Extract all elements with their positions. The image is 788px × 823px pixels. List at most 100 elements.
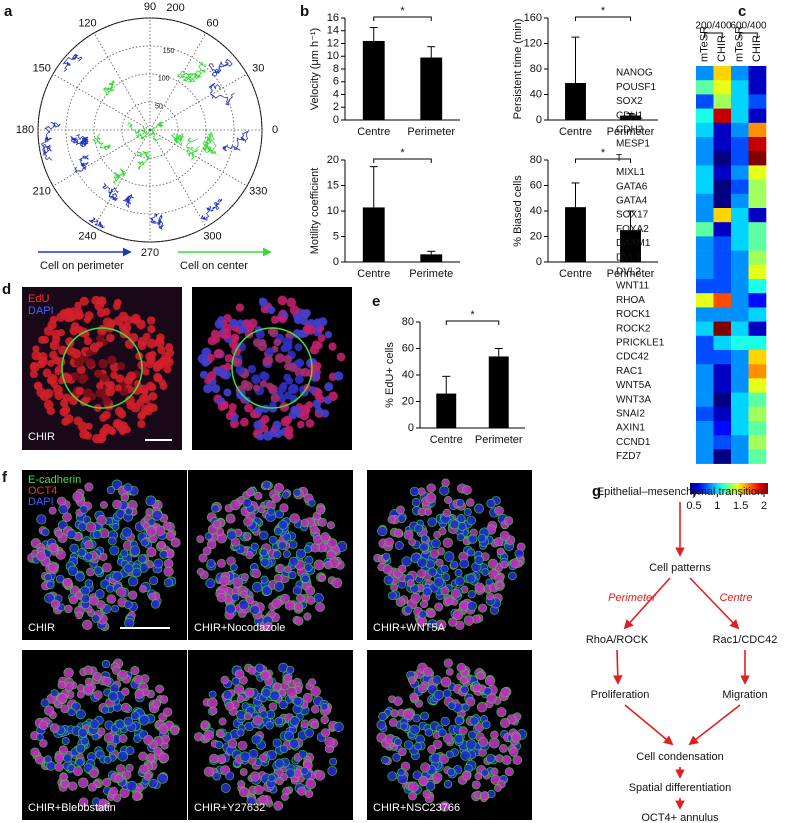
cell — [112, 665, 121, 675]
cell — [406, 579, 415, 588]
cell — [273, 800, 284, 811]
cell — [57, 681, 66, 690]
cell — [305, 585, 316, 596]
cell — [71, 349, 82, 359]
cell — [61, 417, 70, 426]
heat-cell — [713, 279, 732, 294]
cell — [163, 578, 174, 588]
cell — [444, 596, 454, 606]
y-axis-label: Persistent time (min) — [512, 19, 524, 120]
cell — [289, 305, 300, 315]
cell — [274, 716, 284, 726]
y-tick-label: 40 — [402, 369, 414, 381]
cell — [443, 780, 453, 789]
y-tick-label: 10 — [327, 205, 339, 217]
cell — [285, 377, 294, 385]
cell — [328, 342, 337, 351]
edge-label: Perimeter — [608, 592, 657, 604]
cell — [439, 801, 450, 812]
cell — [272, 550, 282, 560]
cell — [478, 737, 489, 748]
cell — [397, 514, 407, 524]
cell — [408, 791, 417, 801]
cell — [289, 738, 300, 749]
trajectory — [102, 183, 119, 201]
cell — [37, 352, 48, 362]
cell — [251, 568, 262, 579]
cell — [259, 380, 268, 388]
cell — [309, 344, 320, 355]
cell — [324, 330, 333, 339]
cell — [246, 487, 255, 497]
cell — [148, 592, 157, 601]
image-caption: CHIR+WNT5A — [373, 622, 445, 634]
cell — [98, 358, 108, 369]
cell — [93, 690, 103, 700]
cell — [447, 701, 456, 710]
cell — [246, 796, 256, 806]
cell — [268, 535, 278, 545]
cell — [74, 312, 83, 320]
cell — [99, 297, 107, 305]
cell — [247, 364, 257, 374]
cell — [419, 542, 429, 552]
cell — [129, 545, 141, 556]
diagram-arrow — [689, 577, 740, 630]
cell — [249, 771, 261, 782]
cell — [69, 543, 79, 554]
cell — [305, 778, 316, 790]
cell — [239, 590, 248, 599]
x-tick-label: Perimeter — [607, 268, 655, 280]
diagram-node: OCT4+ annulus — [641, 812, 719, 823]
heat-cell — [748, 193, 767, 209]
cell — [313, 592, 324, 604]
cell — [82, 619, 93, 630]
cell — [267, 327, 276, 336]
row-label: RAC1 — [616, 366, 643, 377]
cell — [449, 560, 459, 570]
heat-cell — [748, 80, 767, 95]
cell — [132, 385, 142, 395]
cell — [121, 527, 133, 538]
cell — [445, 668, 454, 676]
heat-cell — [696, 165, 714, 180]
cell — [288, 570, 297, 580]
cell — [454, 568, 463, 577]
row-label: SOX2 — [616, 96, 643, 107]
cell — [336, 352, 346, 362]
cell — [459, 676, 468, 685]
y-tick-label: 20 — [530, 230, 542, 242]
trajectory — [200, 198, 223, 221]
cell — [72, 766, 83, 777]
cell — [221, 369, 232, 380]
image-caption: CHIR — [28, 431, 55, 443]
cell — [237, 780, 246, 789]
cell — [203, 383, 213, 394]
cell — [288, 383, 299, 394]
cell — [85, 349, 93, 357]
x-tick-label: Perimete — [409, 268, 453, 280]
diagram-node: Cell condensation — [636, 751, 723, 763]
cell — [200, 720, 210, 729]
cell — [234, 669, 245, 680]
cell — [64, 604, 73, 614]
cell — [315, 602, 325, 613]
heat-cell — [748, 264, 767, 280]
bar — [420, 57, 443, 120]
cell — [101, 676, 112, 687]
cell — [283, 673, 292, 683]
heat-cell — [731, 165, 749, 180]
cell — [157, 540, 166, 550]
cell — [280, 593, 290, 604]
diagram-node: RhoA/ROCK — [586, 634, 649, 646]
heat-cell — [731, 293, 749, 308]
cell — [476, 701, 488, 713]
cell — [408, 781, 419, 793]
y-tick-label: 60 — [530, 179, 542, 191]
heat-cell — [748, 307, 767, 322]
heat-cell — [696, 80, 714, 95]
cell — [57, 496, 67, 506]
cell — [394, 738, 402, 746]
cell — [239, 768, 248, 776]
cell — [126, 780, 138, 792]
